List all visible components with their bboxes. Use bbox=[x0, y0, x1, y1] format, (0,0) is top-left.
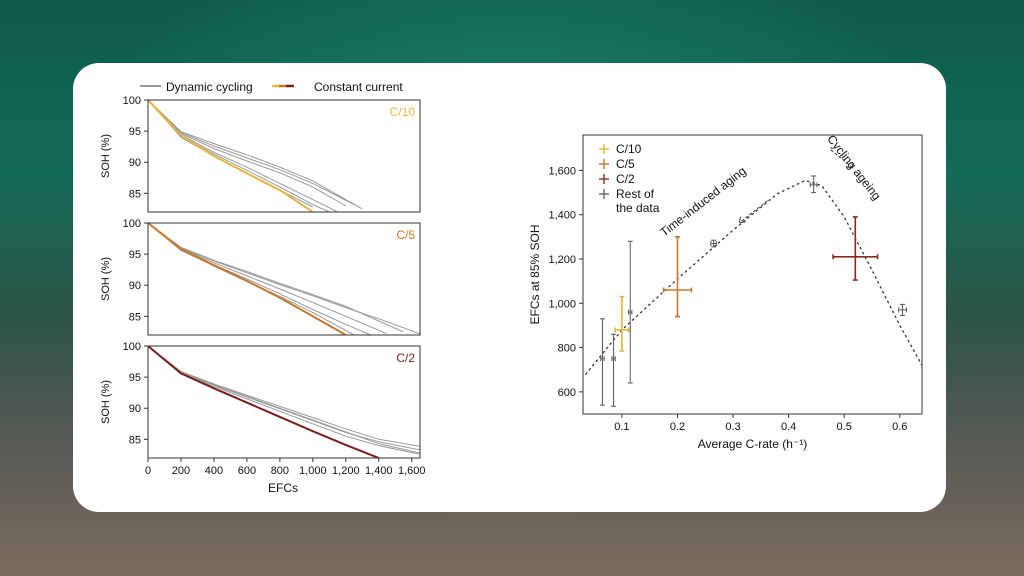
x-tick-label: 0.5 bbox=[837, 421, 852, 433]
x-tick-label: 800 bbox=[271, 465, 289, 477]
x-tick-label: 400 bbox=[205, 465, 223, 477]
constant-current-line bbox=[148, 223, 347, 335]
y-tick-label: 600 bbox=[558, 387, 576, 399]
constant-current-line bbox=[148, 346, 380, 458]
legend-label: Rest of bbox=[616, 187, 655, 201]
annotation-cycling: Cycling ageing bbox=[824, 132, 883, 203]
y-tick-label: 95 bbox=[129, 372, 141, 384]
x-tick-label: 0.2 bbox=[670, 421, 685, 433]
soh-panel-1: C/10 100 95 90 85 SOH (%) bbox=[100, 95, 421, 213]
data-point-rest-of-the-data bbox=[627, 240, 633, 384]
x-tick-label: 0.4 bbox=[781, 421, 796, 433]
y-tick-label: 1,200 bbox=[548, 254, 576, 266]
x-tick-label: 1,000 bbox=[299, 465, 327, 477]
data-point-rest-of-the-data bbox=[611, 333, 617, 407]
y-tick-label: 85 bbox=[129, 311, 141, 323]
dynamic-cycling-line bbox=[148, 223, 355, 335]
left-legend: Dynamic cycling Constant current bbox=[140, 80, 403, 94]
legend-label: the data bbox=[616, 201, 660, 215]
data-point-c-2 bbox=[832, 216, 879, 281]
panel-frame bbox=[147, 222, 421, 336]
data-point-rest-of-the-data bbox=[809, 175, 818, 194]
constant-current-line bbox=[148, 100, 314, 212]
y-tick-label: 800 bbox=[558, 343, 576, 355]
x-tick-label: 0 bbox=[145, 465, 151, 477]
panel-lines bbox=[148, 346, 420, 458]
legend-label: C/10 bbox=[616, 142, 642, 156]
figure-svg: Dynamic cycling Constant current C/10 100 95… bbox=[100, 80, 923, 495]
y-tick-label: 1,400 bbox=[548, 210, 576, 222]
panel-frame bbox=[147, 99, 421, 213]
figure-card: Dynamic cycling Constant current C/10 100 95… bbox=[73, 63, 946, 512]
y-axis-label: SOH (%) bbox=[100, 257, 112, 301]
panel-frame bbox=[147, 345, 421, 459]
x-tick-label: 200 bbox=[172, 465, 190, 477]
y-tick-label: 100 bbox=[123, 218, 141, 230]
dynamic-cycling-line bbox=[148, 223, 371, 335]
y-tick-label: 1,000 bbox=[548, 298, 576, 310]
y-tick-label: 90 bbox=[129, 280, 141, 292]
y-tick-label: 85 bbox=[129, 434, 141, 446]
panel-label: C/2 bbox=[396, 351, 415, 365]
dynamic-cycling-line bbox=[148, 346, 420, 455]
legend-constant-label: Constant current bbox=[314, 80, 403, 94]
panel-lines bbox=[148, 100, 363, 212]
dynamic-cycling-line bbox=[148, 223, 420, 335]
panel-label: C/10 bbox=[390, 105, 416, 119]
y-axis-label: SOH (%) bbox=[100, 380, 112, 424]
legend-label: C/5 bbox=[616, 157, 635, 171]
dynamic-cycling-line bbox=[148, 100, 347, 207]
data-point-rest-of-the-data bbox=[898, 303, 907, 316]
panel-label: C/5 bbox=[396, 228, 415, 242]
y-tick-label: 1,600 bbox=[548, 165, 576, 177]
legend-label: C/2 bbox=[616, 172, 635, 186]
x-axis-label: EFCs bbox=[268, 481, 298, 495]
x-tick-label: 1,400 bbox=[365, 465, 393, 477]
plot-frame bbox=[582, 134, 923, 415]
data-point-c-5 bbox=[662, 236, 693, 318]
data-point-c-10 bbox=[614, 295, 630, 352]
arrow-cycling-head bbox=[846, 161, 854, 169]
dynamic-cycling-line bbox=[148, 346, 420, 447]
x-tick-label: 1,200 bbox=[332, 465, 360, 477]
panel-lines bbox=[148, 223, 420, 335]
x-tick-label: 1,600 bbox=[398, 465, 426, 477]
y-tick-label: 95 bbox=[129, 126, 141, 138]
soh-panel-3: C/2 100 95 90 85 SOH (%) bbox=[100, 341, 421, 459]
y-tick-label: 85 bbox=[129, 188, 141, 200]
y-tick-label: 90 bbox=[129, 157, 141, 169]
legend-dynamic-label: Dynamic cycling bbox=[166, 80, 253, 94]
y-tick-label: 100 bbox=[123, 95, 141, 107]
efc-chart: 0.1 0.2 0.3 0.4 0.5 0.6 600 800 1,000 1,200 1,400 1… bbox=[528, 132, 923, 451]
y-tick-label: 100 bbox=[123, 341, 141, 353]
arrow-time-induced bbox=[739, 200, 768, 224]
dynamic-cycling-line bbox=[148, 100, 355, 205]
dynamic-cycling-line bbox=[148, 100, 330, 212]
y-tick-label: 90 bbox=[129, 403, 141, 415]
y-axis-label: SOH (%) bbox=[100, 134, 112, 178]
x-tick-label: 600 bbox=[238, 465, 256, 477]
x-axis-label: Average C-rate (h⁻¹) bbox=[698, 437, 807, 451]
trend-curve bbox=[585, 179, 923, 375]
data-point-rest-of-the-data bbox=[599, 318, 605, 406]
x-tick-label: 0.1 bbox=[614, 421, 629, 433]
dynamic-cycling-line bbox=[148, 346, 420, 454]
soh-panel-2: C/5 100 95 90 85 SOH (%) bbox=[100, 218, 421, 336]
data-point-rest-of-the-data bbox=[710, 239, 717, 248]
y-tick-label: 95 bbox=[129, 249, 141, 261]
dynamic-cycling-line bbox=[148, 223, 404, 333]
arrow-time-induced-head bbox=[738, 216, 746, 224]
dynamic-cycling-line bbox=[148, 346, 420, 451]
x-tick-label: 0.6 bbox=[892, 421, 907, 433]
y-axis-label: EFCs at 85% SOH bbox=[528, 224, 542, 324]
x-tick-label: 0.3 bbox=[725, 421, 740, 433]
dynamic-cycling-line bbox=[148, 100, 363, 210]
